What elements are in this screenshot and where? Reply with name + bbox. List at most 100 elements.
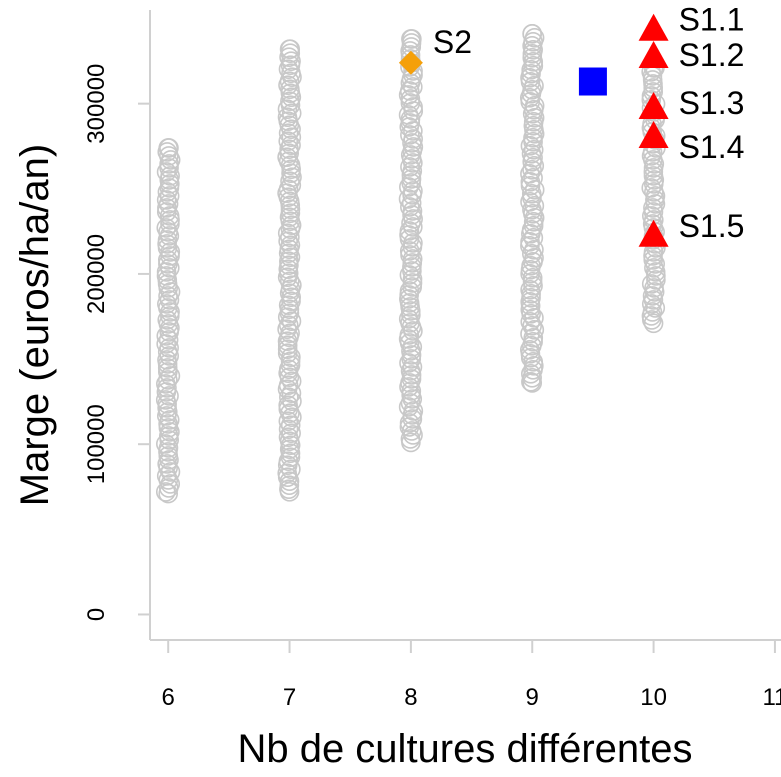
background-point — [279, 482, 300, 502]
background-point — [522, 152, 543, 172]
background-point — [402, 237, 423, 257]
background-point — [400, 93, 421, 113]
background-point — [523, 56, 544, 76]
background-point — [157, 182, 178, 202]
triangle-point — [638, 121, 669, 148]
background-point — [278, 151, 299, 171]
background-point — [158, 278, 179, 298]
background-point — [281, 423, 301, 443]
background-point — [156, 190, 177, 210]
background-point — [641, 294, 662, 314]
background-point — [156, 334, 176, 354]
background-point — [160, 462, 181, 482]
background-point — [159, 322, 180, 342]
background-point — [280, 415, 301, 435]
background-point — [645, 194, 666, 214]
background-point — [523, 216, 544, 236]
background-point — [277, 99, 298, 119]
background-point — [279, 143, 299, 163]
background-point — [279, 47, 299, 67]
background-point — [282, 407, 302, 427]
highlight-points — [398, 13, 669, 247]
background-point — [643, 250, 664, 270]
square-point — [578, 67, 607, 96]
background-point — [401, 173, 421, 193]
background-point — [400, 197, 420, 217]
background-point — [400, 125, 420, 145]
background-point — [401, 305, 421, 325]
background-point — [523, 168, 543, 188]
background-point — [159, 450, 179, 470]
background-point — [158, 254, 178, 274]
background-point — [159, 290, 180, 310]
background-point — [278, 231, 298, 251]
background-point — [160, 246, 180, 266]
background-point — [159, 158, 179, 178]
background-point — [400, 157, 420, 177]
background-point — [401, 29, 421, 49]
background-point — [158, 298, 178, 318]
x-axis-title: Nb de cultures différentes — [237, 727, 692, 771]
background-point — [159, 306, 180, 326]
point-label: S1.3 — [679, 85, 745, 121]
background-point — [156, 326, 177, 346]
background-point — [159, 154, 179, 174]
background-point — [402, 277, 423, 297]
background-point — [278, 411, 299, 431]
background-point — [523, 132, 543, 152]
background-point — [281, 135, 301, 155]
background-point — [403, 101, 424, 121]
background-point — [158, 478, 179, 498]
point-label: S1.4 — [679, 129, 745, 165]
background-point — [522, 104, 543, 124]
background-point — [156, 202, 177, 222]
background-point — [159, 178, 180, 198]
x-tick-label: 9 — [526, 684, 539, 711]
background-point — [400, 393, 421, 413]
x-tick-label: 8 — [404, 684, 417, 711]
background-point — [160, 258, 180, 278]
background-point — [158, 370, 178, 390]
background-point — [403, 425, 423, 445]
background-point — [281, 119, 301, 139]
background-point — [280, 351, 301, 371]
background-point — [277, 379, 298, 399]
background-point — [520, 176, 541, 196]
background-point — [279, 39, 300, 59]
background-point — [280, 219, 301, 239]
background-point — [279, 299, 300, 319]
background-point — [157, 250, 178, 270]
background-point — [279, 271, 300, 291]
background-point — [280, 403, 300, 423]
background-point — [402, 185, 422, 205]
background-point — [401, 432, 421, 453]
background-point — [277, 223, 298, 243]
background-point — [524, 180, 545, 200]
background-point — [644, 282, 665, 302]
background-point — [399, 177, 419, 197]
x-tick-label: 7 — [283, 684, 296, 711]
background-point — [523, 276, 543, 296]
background-point — [643, 174, 664, 194]
triangle-point — [638, 13, 669, 41]
background-point — [159, 346, 180, 366]
background-point — [402, 261, 422, 281]
background-point — [158, 470, 179, 490]
diamond-point — [398, 50, 423, 75]
background-point — [156, 382, 177, 402]
background-point — [399, 117, 420, 137]
background-point — [281, 291, 301, 311]
background-point — [279, 387, 299, 407]
background-point — [522, 373, 543, 393]
background-point — [278, 123, 299, 143]
background-point — [521, 336, 542, 356]
y-tick-label: 300000 — [83, 64, 110, 144]
background-point — [158, 330, 179, 350]
background-point — [277, 335, 298, 355]
y-tick-label: 200000 — [83, 234, 110, 314]
background-point — [522, 160, 542, 180]
point-labels: S2 S1.1S1.2 S1.3 S1.4 S1.5 — [433, 2, 745, 244]
background-point — [281, 127, 302, 147]
point-label: S1.2 — [679, 37, 745, 73]
